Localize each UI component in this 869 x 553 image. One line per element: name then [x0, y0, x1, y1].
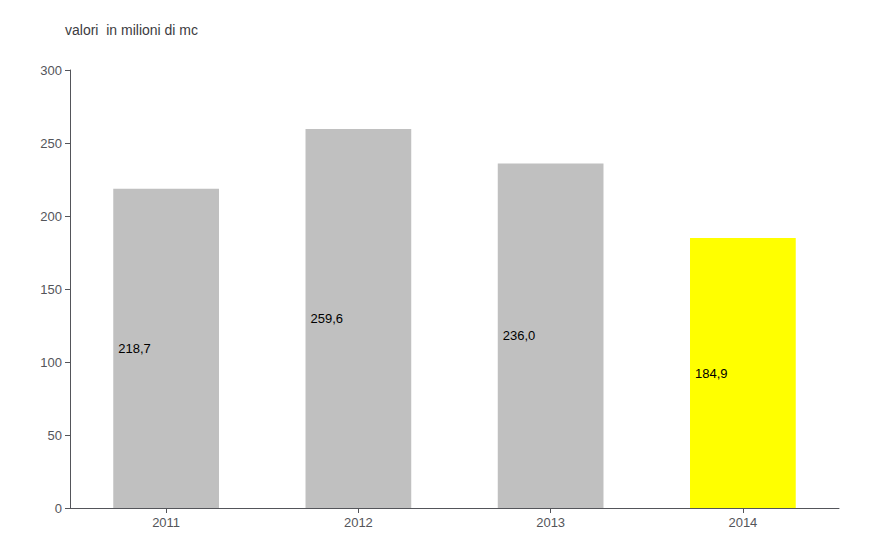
svg-text:valori in milioni di mc: valori in milioni di mc	[65, 22, 198, 38]
svg-text:0: 0	[55, 501, 62, 516]
svg-text:2012: 2012	[344, 515, 373, 530]
svg-text:184,9: 184,9	[695, 366, 728, 381]
svg-text:150: 150	[40, 282, 62, 297]
svg-text:218,7: 218,7	[118, 341, 151, 356]
svg-text:300: 300	[40, 63, 62, 78]
svg-text:236,0: 236,0	[503, 328, 536, 343]
svg-text:250: 250	[40, 136, 62, 151]
svg-text:50: 50	[48, 428, 62, 443]
svg-text:200: 200	[40, 209, 62, 224]
svg-text:2014: 2014	[728, 515, 757, 530]
svg-text:2011: 2011	[152, 515, 180, 530]
svg-text:259,6: 259,6	[311, 311, 344, 326]
svg-text:100: 100	[40, 355, 62, 370]
svg-text:2013: 2013	[536, 515, 565, 530]
